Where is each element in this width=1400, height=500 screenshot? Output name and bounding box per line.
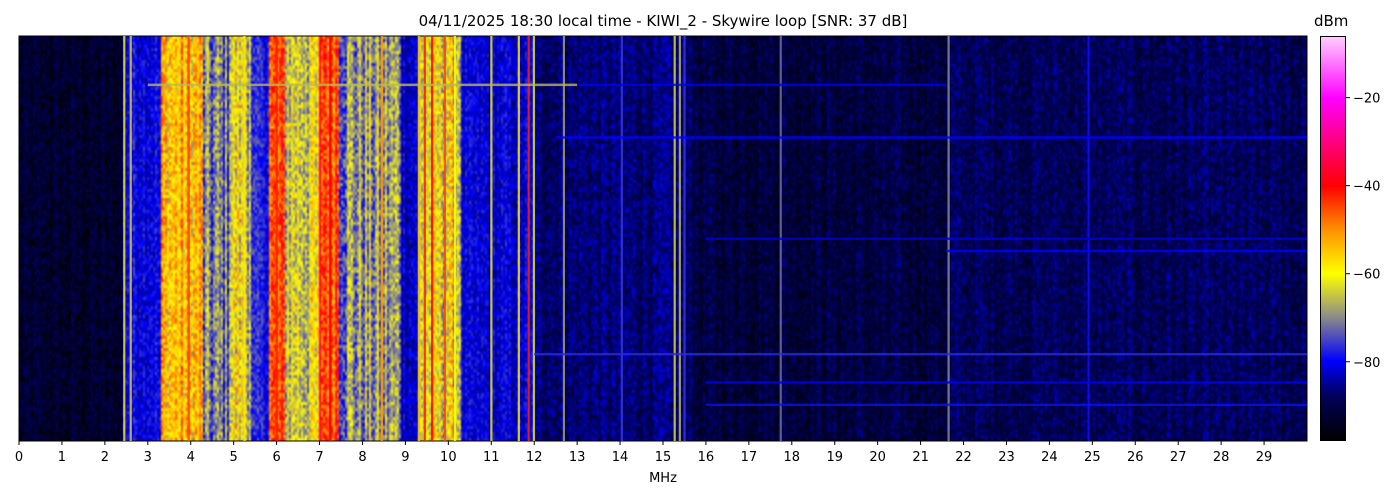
x-tick-label: 25 (1084, 450, 1101, 465)
time-line (534, 352, 1307, 356)
x-tick-label: 9 (401, 450, 409, 465)
x-tick-label: 13 (569, 450, 586, 465)
carrier-line (673, 36, 676, 441)
carrier-line (417, 36, 420, 441)
carrier-line (380, 36, 383, 441)
colorbar-tick-label: −80 (1353, 356, 1380, 371)
x-tick-label: 17 (741, 450, 758, 465)
carrier-line (490, 36, 493, 441)
time-line (147, 83, 578, 87)
carrier-line (123, 36, 126, 441)
x-axis-label: MHz (649, 471, 677, 486)
noise-floor-band (401, 36, 418, 441)
chart-title: 04/11/2025 18:30 local time - KIWI_2 - S… (418, 12, 908, 30)
x-tick-label: 10 (440, 450, 457, 465)
time-line (577, 83, 947, 87)
noise-floor-band (251, 36, 268, 441)
x-tick-label: 21 (912, 450, 929, 465)
noise-floor-band (534, 36, 693, 441)
time-line (555, 136, 1307, 139)
carrier-line (129, 36, 132, 441)
time-line (946, 249, 1307, 253)
carrier-line (443, 36, 447, 441)
colorbar-tick-label: −60 (1353, 268, 1380, 283)
x-tick-label: 0 (15, 450, 23, 465)
x-tick-label: 7 (315, 450, 323, 465)
colorbar-tick-label: −40 (1353, 180, 1380, 195)
noise-floor-band (161, 36, 204, 441)
time-line (705, 381, 1307, 384)
x-tick-label: 1 (58, 450, 66, 465)
x-tick-label: 19 (826, 450, 843, 465)
carrier-line (678, 36, 681, 441)
x-tick-label: 29 (1256, 450, 1273, 465)
x-tick-label: 4 (187, 450, 195, 465)
colorbar (1320, 36, 1346, 441)
noise-floor-band (285, 36, 319, 441)
carrier-line (187, 36, 190, 441)
x-tick-label: 11 (483, 450, 500, 465)
x-tick-label: 12 (526, 450, 543, 465)
x-tick-label: 20 (869, 450, 886, 465)
x-tick-label: 23 (998, 450, 1015, 465)
carrier-line (329, 36, 332, 441)
x-tick-label: 27 (1170, 450, 1187, 465)
carrier-line (275, 36, 278, 441)
noise-floor-band (19, 36, 122, 441)
carrier-line (517, 36, 520, 441)
carrier-line (453, 36, 456, 441)
carrier-line (423, 36, 426, 441)
x-tick-label: 15 (655, 450, 672, 465)
colorbar-tick-label: −20 (1353, 92, 1380, 107)
noise-floor-band (204, 36, 230, 441)
x-tick-label: 2 (101, 450, 109, 465)
x-tick-label: 5 (230, 450, 238, 465)
x-tick-label: 8 (358, 450, 366, 465)
carrier-line (532, 36, 535, 441)
time-line (705, 403, 1307, 407)
x-tick-label: 24 (1041, 450, 1058, 465)
noise-floor-band (339, 36, 401, 441)
time-line (705, 237, 1307, 240)
x-tick-label: 3 (144, 450, 152, 465)
carrier-line (431, 36, 434, 441)
noise-floor-band (461, 36, 534, 441)
carrier-line (243, 36, 246, 441)
carrier-line (683, 36, 686, 441)
noise-floor-band (122, 36, 161, 441)
noise-floor-band (229, 36, 250, 441)
x-tick-label: 16 (698, 450, 715, 465)
noise-floor-band (320, 36, 339, 441)
x-tick-label: 26 (1127, 450, 1144, 465)
carrier-line (527, 36, 530, 441)
x-tick-label: 22 (955, 450, 972, 465)
carrier-line (562, 36, 566, 441)
colorbar-label: dBm (1314, 12, 1349, 30)
x-tick-label: 6 (272, 450, 280, 465)
carrier-line (620, 36, 623, 441)
x-tick-label: 28 (1213, 450, 1230, 465)
x-tick-label: 14 (612, 450, 629, 465)
x-tick-label: 18 (784, 450, 801, 465)
